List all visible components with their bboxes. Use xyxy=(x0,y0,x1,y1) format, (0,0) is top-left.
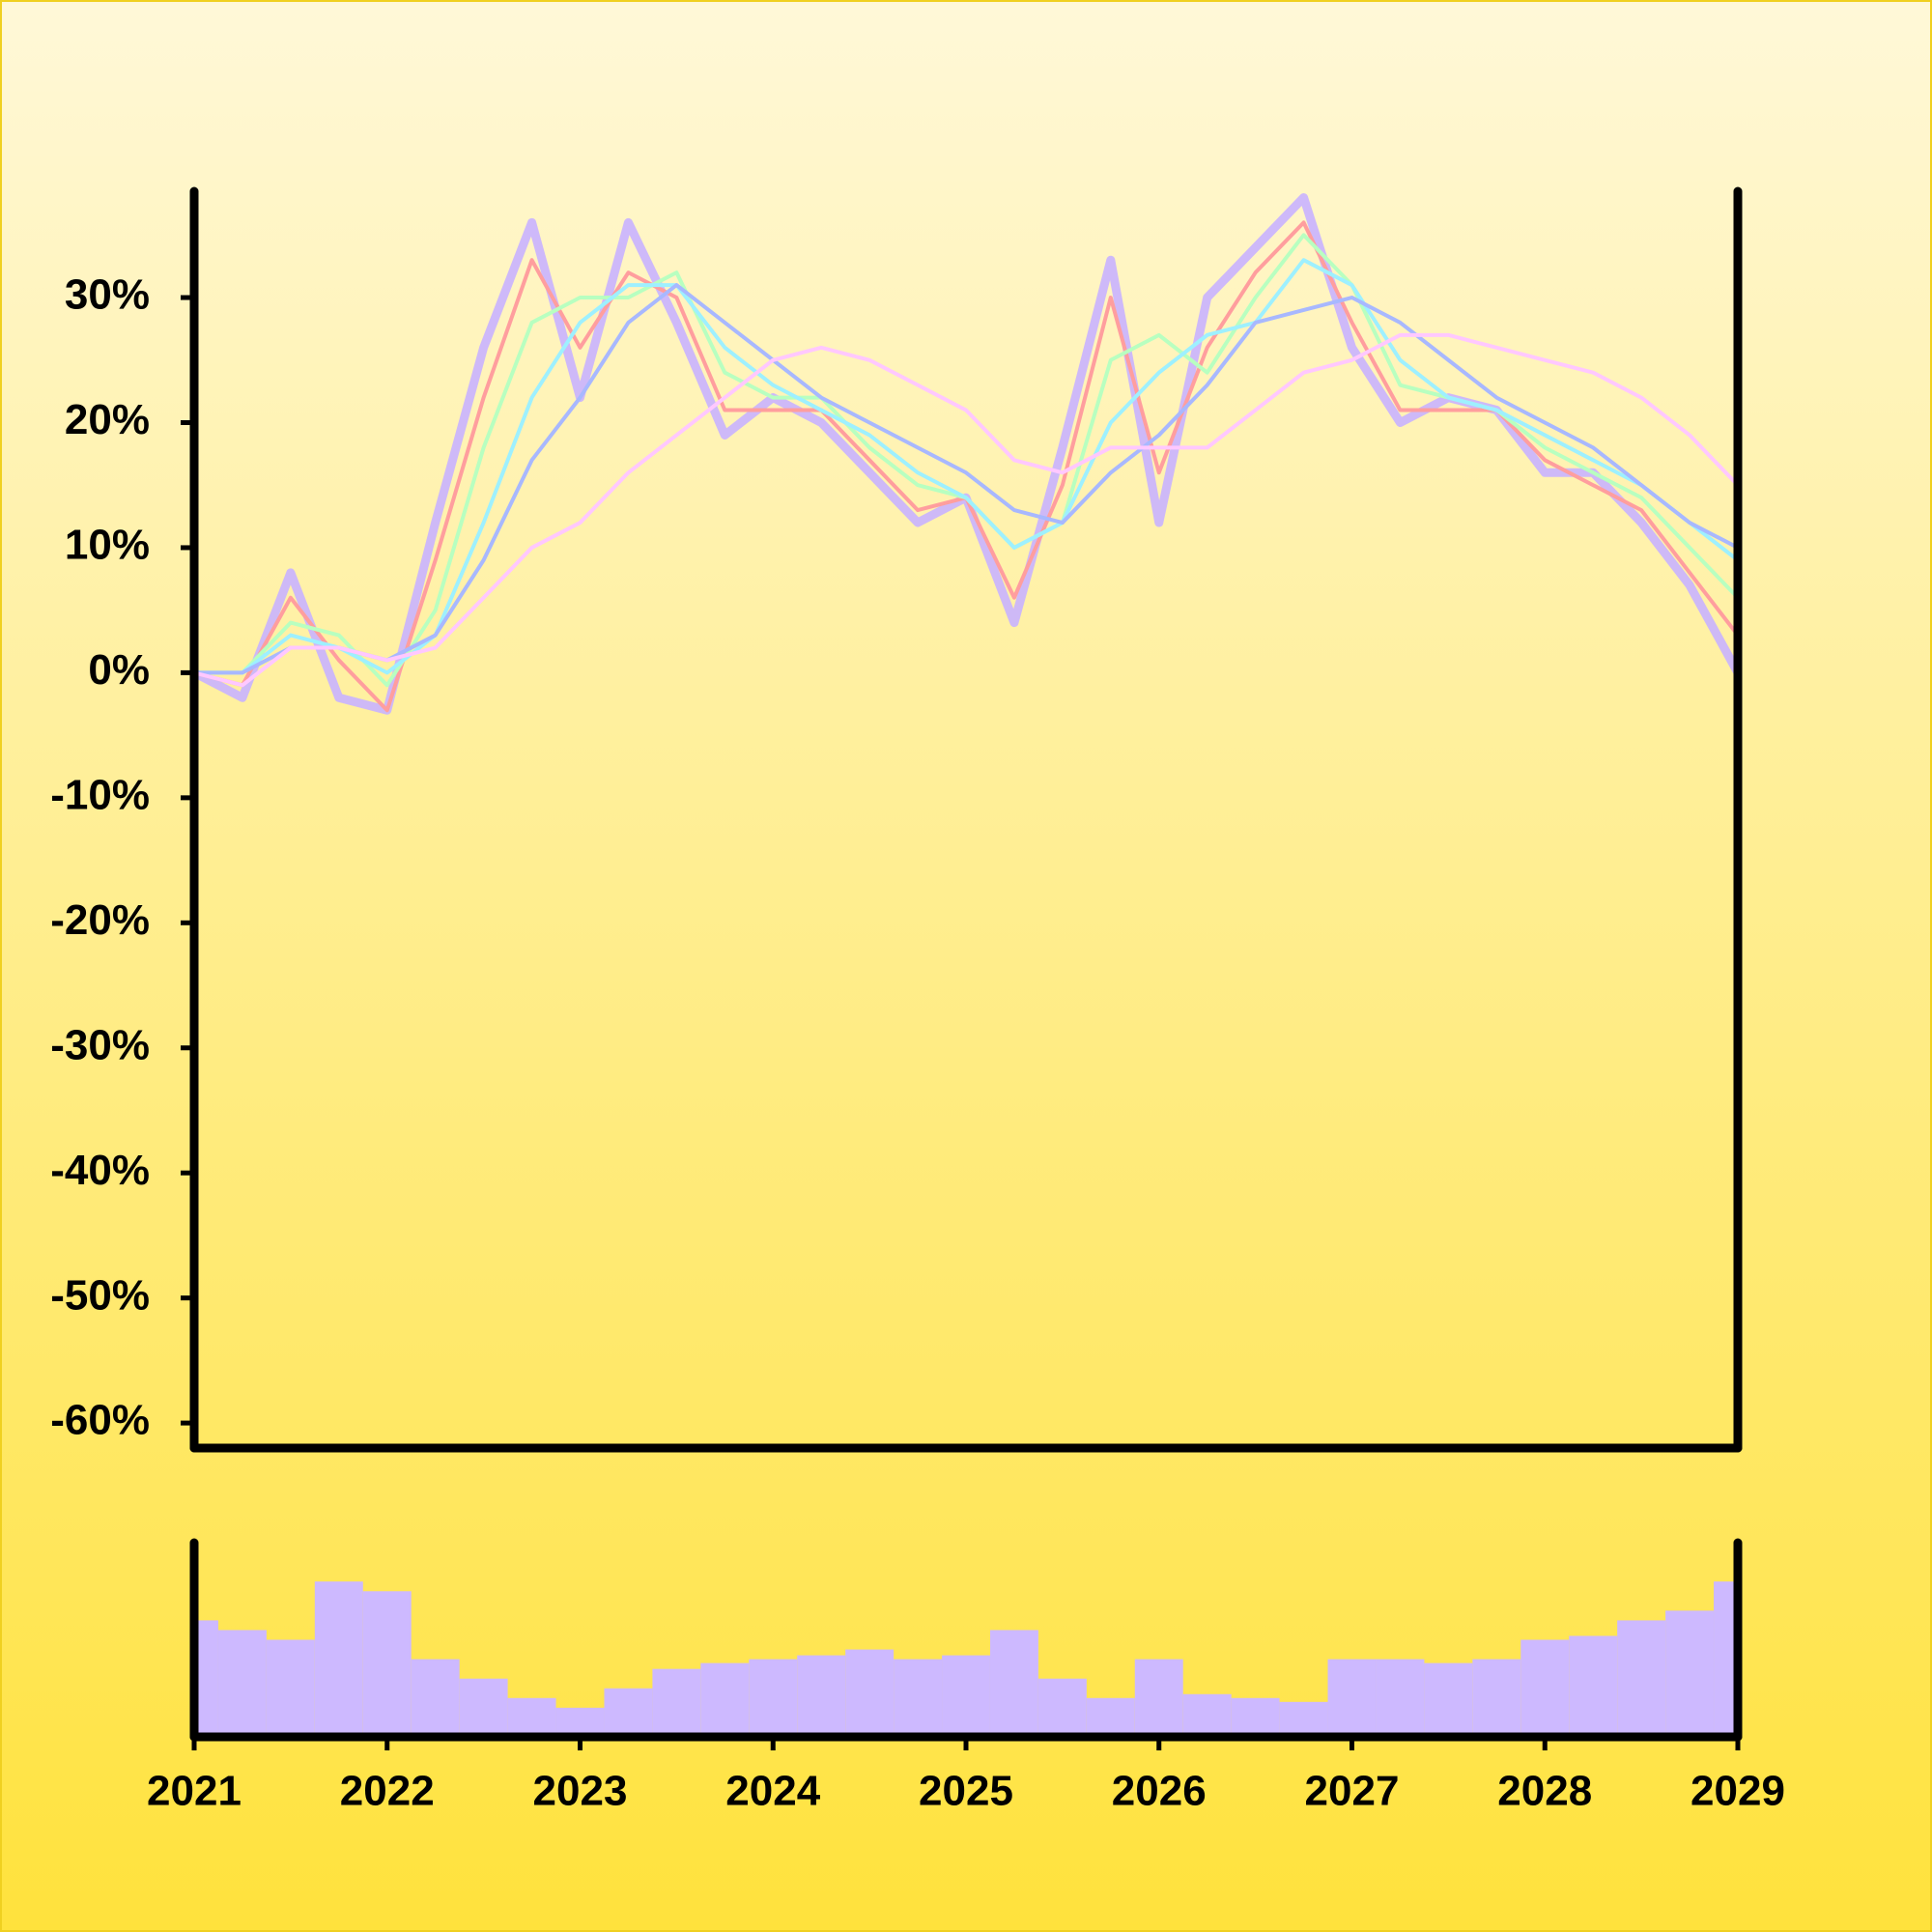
volume-bar xyxy=(1376,1659,1425,1737)
volume-bar xyxy=(894,1659,943,1737)
volume-bar xyxy=(700,1662,750,1737)
volume-bar xyxy=(1231,1697,1280,1737)
y-tick-label: -20% xyxy=(50,896,150,944)
series-line xyxy=(194,233,1740,688)
y-tick-label: -30% xyxy=(50,1021,150,1068)
volume-bar xyxy=(1424,1662,1473,1737)
x-tick-label: 2022 xyxy=(340,1768,435,1815)
volume-bar xyxy=(797,1655,846,1737)
volume-bar xyxy=(266,1639,315,1737)
volume-bar xyxy=(411,1659,460,1737)
y-tick-label: -40% xyxy=(50,1147,150,1194)
x-tick-label: 2024 xyxy=(725,1768,820,1815)
volume-bar xyxy=(845,1649,895,1737)
volume-bar xyxy=(1327,1659,1377,1737)
volume-bar xyxy=(652,1668,701,1737)
series-line xyxy=(193,220,1740,713)
volume-bar xyxy=(942,1655,990,1737)
volume-bar xyxy=(1520,1639,1570,1737)
x-tick-label: 2021 xyxy=(147,1768,242,1815)
volume-bar xyxy=(604,1688,653,1737)
y-tick-label: -10% xyxy=(50,771,150,818)
volume-bar xyxy=(555,1707,605,1737)
y-tick-label: -50% xyxy=(50,1271,150,1319)
volume-bar xyxy=(1279,1701,1328,1737)
volume-bar xyxy=(1569,1635,1618,1737)
volume-bar xyxy=(459,1678,508,1737)
volume-bar xyxy=(362,1591,412,1737)
series-line xyxy=(193,332,1740,688)
x-tick-label: 2028 xyxy=(1497,1768,1592,1815)
volume-bar xyxy=(314,1581,363,1737)
series-line xyxy=(191,192,1742,715)
volume-bar xyxy=(1617,1620,1666,1737)
x-tick-label: 2029 xyxy=(1690,1768,1785,1815)
y-tick-label: 30% xyxy=(65,271,150,319)
x-tick-label: 2023 xyxy=(533,1768,628,1815)
volume-bar xyxy=(989,1630,1038,1737)
y-tick-label: 10% xyxy=(65,522,150,569)
volume-bar xyxy=(217,1630,267,1737)
y-tick-label: -60% xyxy=(50,1397,150,1444)
y-tick-label: 0% xyxy=(88,646,150,694)
volume-bar xyxy=(1182,1693,1232,1737)
x-tick-label: 2027 xyxy=(1305,1768,1400,1815)
series-line xyxy=(194,283,1739,675)
volume-bar xyxy=(507,1697,556,1737)
y-tick-label: 20% xyxy=(65,396,150,443)
series-line xyxy=(194,258,1740,675)
volume-bar xyxy=(1037,1678,1087,1737)
volume-bar xyxy=(1472,1659,1521,1737)
x-tick-label: 2025 xyxy=(919,1768,1013,1815)
volume-bar xyxy=(1665,1610,1715,1737)
volume-bar xyxy=(1086,1697,1135,1737)
volume-bar xyxy=(1134,1659,1183,1737)
volume-bar xyxy=(749,1659,798,1737)
x-tick-label: 2026 xyxy=(1112,1768,1207,1815)
